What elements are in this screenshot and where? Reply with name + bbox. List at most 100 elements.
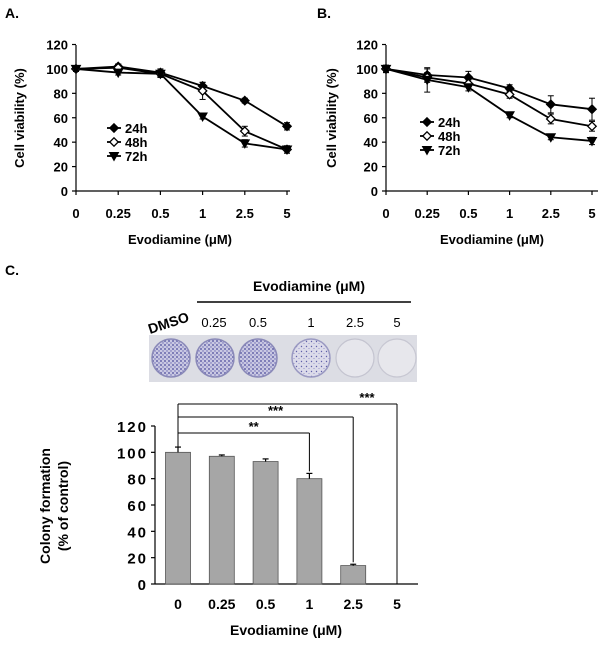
panel-c-y-ticks: 0 20 40 60 80 100 120	[117, 419, 155, 594]
panel-a-x-tick-label: 0.5	[151, 206, 169, 221]
well-5	[377, 338, 417, 378]
data-point-24h	[586, 104, 598, 115]
panel-a-x-tick-label: 0	[72, 206, 79, 221]
panel-c-x-tick-label: 5	[393, 596, 401, 612]
panel-c-x-tick-label: 2.5	[343, 596, 363, 612]
well-0-25	[195, 338, 235, 378]
well-2-5	[335, 338, 375, 378]
panel-c-x-tick-label: 0.5	[256, 596, 276, 612]
panel-c-x-tick-label: 1	[306, 596, 314, 612]
panel-c: Colony formation (% of control) 0 20 40 60 8…	[37, 390, 418, 638]
panel-c-y-tick-label: 100	[117, 445, 148, 462]
legend-label-72h: 72h	[438, 143, 460, 158]
panel-a-y-axis-label: Cell viability (%)	[12, 68, 27, 168]
data-point-72h	[421, 75, 433, 86]
significance-label: ***	[359, 390, 375, 405]
data-point-24h	[281, 121, 293, 132]
data-point-72h	[463, 83, 474, 93]
panel-c-y-tick-label: 20	[127, 551, 148, 568]
panel-c-y-tick-label: 80	[127, 472, 148, 489]
panel-c-x-ticks: 0 0.25 0.5 1 2.5 5	[174, 596, 401, 612]
panel-a-x-ticks: 0 0.25 0.5 1 2.5 5	[72, 191, 291, 221]
panel-c-y-axis-label-line1: Colony formation	[37, 448, 53, 564]
panel-b-x-axis-label: Evodiamine (μM)	[440, 232, 544, 247]
significance-label: ***	[268, 403, 284, 418]
panel-b-x-tick-label: 1	[506, 206, 513, 221]
panel-a-y-tick-label: 120	[46, 38, 68, 53]
data-point-72h	[545, 133, 557, 143]
panel-a-y-tick-label: 100	[46, 62, 68, 77]
panel-c-axes	[154, 426, 418, 585]
colony-label-0-25: 0.25	[201, 315, 226, 330]
colony-plate-image: Evodiamine (μM) DMSO 0.25 0.5 1 2.5 5	[146, 278, 417, 382]
panel-c-x-axis-label: Evodiamine (μM)	[230, 622, 342, 638]
panel-a-label: A.	[5, 5, 19, 21]
panel-c-x-tick-label: 0	[174, 596, 182, 612]
panel-b-y-tick-label: 0	[371, 184, 378, 199]
series-line-24h	[385, 68, 593, 111]
bar-2.5	[340, 565, 367, 585]
panel-b-plot	[380, 63, 598, 147]
panel-c-x-tick-label: 0.25	[208, 596, 235, 612]
data-point-72h	[504, 111, 515, 121]
panel-a-y-ticks: 0 20 40 60 80 100 120	[46, 38, 76, 199]
panel-a-y-tick-label: 0	[61, 184, 68, 199]
panel-b-y-ticks: 0 20 40 60 80 100 120	[356, 38, 386, 199]
series-line-48h	[75, 66, 288, 151]
panel-b-y-tick-label: 40	[364, 135, 378, 150]
data-point-72h	[281, 145, 293, 156]
colony-label-1: 1	[307, 315, 314, 330]
panel-b-y-axis-label: Cell viability (%)	[324, 68, 339, 168]
data-point-72h	[239, 139, 251, 149]
data-point-48h	[586, 121, 598, 132]
data-point-72h	[197, 112, 208, 123]
series-line-72h	[385, 68, 593, 142]
legend-label-48h: 48h	[125, 135, 147, 150]
data-point-72h	[112, 68, 124, 79]
legend-marker-72h	[421, 146, 433, 156]
data-point-72h	[155, 69, 166, 80]
colony-label-dmso: DMSO	[146, 309, 191, 337]
series-line-48h	[385, 68, 593, 128]
data-point-48h	[239, 126, 250, 137]
well-1	[291, 338, 331, 378]
panel-b-axes	[385, 45, 598, 192]
panel-c-y-tick-label: 60	[127, 498, 148, 515]
bar-1	[296, 478, 323, 585]
panel-b-y-tick-label: 100	[356, 62, 378, 77]
panel-c-y-axis-label-line2: (% of control)	[55, 461, 71, 551]
legend-marker-48h	[421, 130, 433, 142]
panel-a-y-tick-label: 80	[54, 86, 68, 101]
legend-marker-24h	[421, 116, 433, 128]
panel-b-x-tick-label: 2.5	[542, 206, 560, 221]
panel-a-plot	[70, 61, 293, 156]
colony-header: Evodiamine (μM)	[253, 278, 365, 294]
panel-a-x-tick-label: 5	[283, 206, 290, 221]
data-point-72h	[70, 64, 82, 75]
colony-label-5: 5	[393, 315, 400, 330]
legend-label-72h: 72h	[125, 149, 147, 164]
well-0-5	[238, 338, 278, 378]
data-point-24h	[545, 99, 556, 110]
panel-a-y-tick-label: 20	[54, 160, 68, 175]
panel-a-x-tick-label: 1	[199, 206, 206, 221]
data-point-48h	[197, 85, 208, 97]
data-point-48h	[504, 89, 515, 100]
panel-b-y-tick-label: 20	[364, 160, 378, 175]
data-point-24h	[239, 95, 250, 106]
legend-marker-72h	[108, 152, 120, 162]
well-dmso	[151, 338, 191, 378]
panel-b-y-tick-label: 80	[364, 86, 378, 101]
legend-label-24h: 24h	[438, 115, 460, 130]
data-point-72h	[380, 64, 392, 75]
series-line-72h	[75, 68, 288, 151]
panel-c-label: C.	[5, 262, 19, 278]
bar-0.5	[252, 461, 279, 585]
panel-a-x-axis-label: Evodiamine (μM)	[128, 232, 232, 247]
legend-marker-24h	[108, 122, 120, 134]
legend-label-48h: 48h	[438, 129, 460, 144]
